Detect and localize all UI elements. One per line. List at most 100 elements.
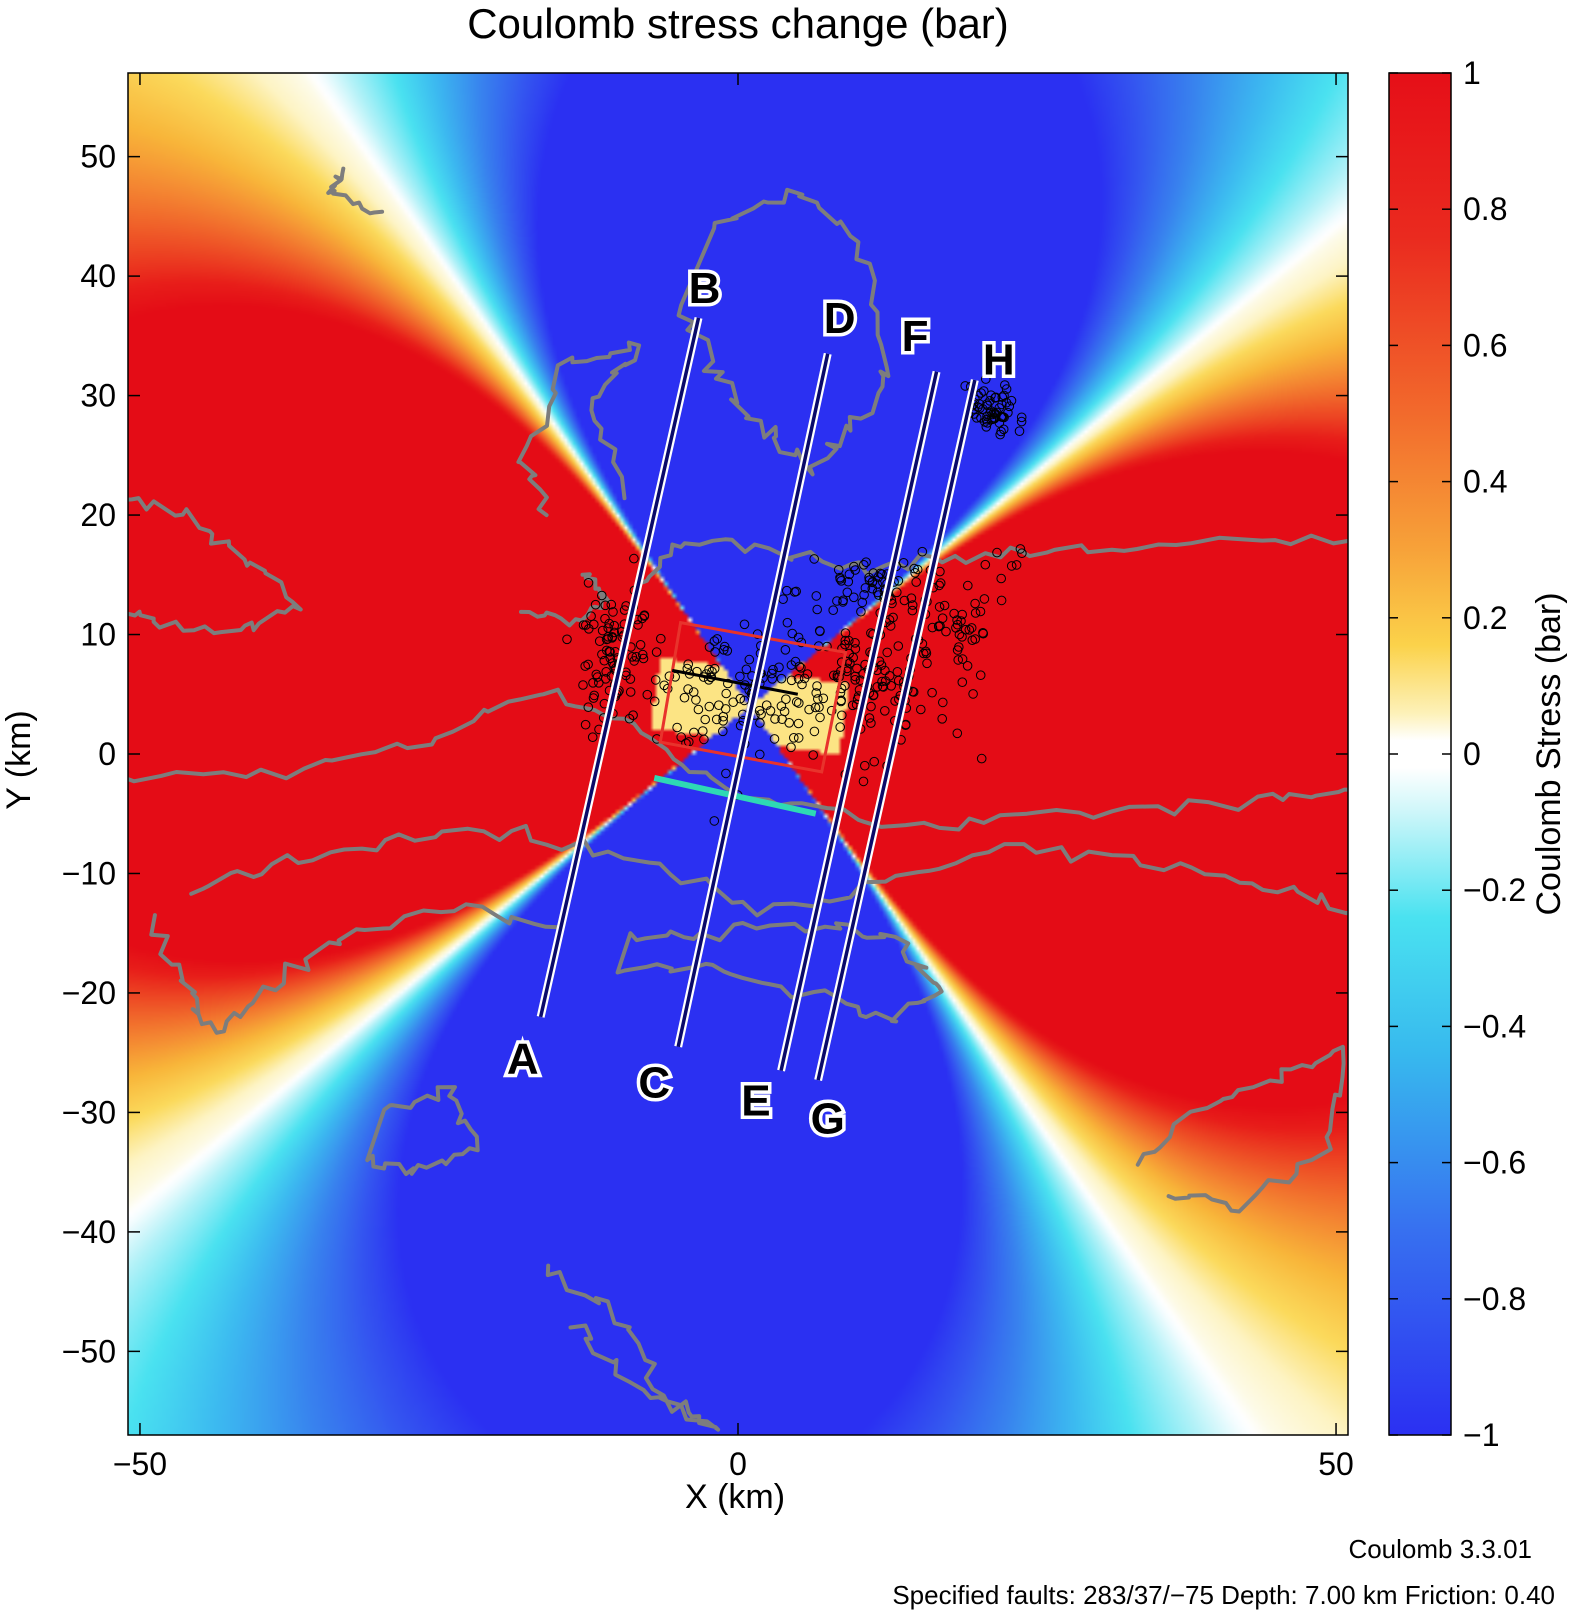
aftershock-point [868, 690, 879, 701]
aftershock-point [774, 662, 784, 673]
aftershock-point [978, 628, 989, 639]
aftershock-point [704, 701, 715, 712]
aftershock-point [968, 689, 978, 699]
aftershock-point [609, 627, 620, 638]
aftershock-point [859, 590, 869, 600]
profile-label-B: B [689, 264, 721, 313]
aftershock-point [637, 613, 648, 624]
aftershock-point [709, 663, 720, 674]
aftershock-point [927, 622, 938, 633]
aftershock-point [872, 682, 883, 692]
aftershock-point [683, 684, 693, 694]
aftershock-point [937, 714, 948, 724]
coastline-south-island [615, 921, 944, 1024]
aftershock-point [782, 585, 792, 596]
aftershock-point [976, 388, 986, 398]
aftershock-point [976, 753, 987, 764]
aftershock-point [892, 667, 903, 677]
aftershock-point [966, 623, 977, 633]
aftershock-point [809, 726, 820, 737]
aftershock-point [815, 712, 825, 723]
aftershock-point [756, 709, 766, 720]
profile-labels: A B C D E F G H [503, 261, 1018, 1147]
aftershock-point [735, 671, 745, 682]
aftershock-point [691, 695, 701, 705]
aftershock-point [609, 620, 620, 631]
aftershock-point [709, 636, 720, 646]
profile-label-C: C [638, 1059, 670, 1108]
aftershock-point [597, 590, 607, 601]
coastlines [128, 166, 1348, 1432]
aftershock-point [957, 632, 967, 642]
aftershock-point [797, 679, 807, 690]
aftershock-point [921, 648, 932, 659]
aftershock-point [580, 719, 591, 730]
aftershock-point [601, 634, 612, 645]
aftershock-point [917, 546, 928, 557]
y-tick-label: −30 [62, 1094, 116, 1130]
aftershock-point [794, 698, 804, 708]
model-parameters: Specified faults: 283/37/−75 Depth: 7.00… [892, 1580, 1555, 1610]
fault-depth-trace [671, 668, 799, 696]
aftershock-point [985, 396, 995, 406]
aftershock-point [786, 742, 796, 753]
profile-label-E: E [741, 1076, 770, 1125]
aftershock-point [842, 587, 853, 598]
aftershock-point [1011, 560, 1022, 570]
program-version: Coulomb 3.3.01 [1348, 1534, 1532, 1564]
aftershock-point [605, 653, 616, 664]
aftershock-point [912, 564, 923, 575]
aftershock-point [719, 645, 729, 655]
aftershock-point [996, 595, 1007, 606]
aftershock-point [1016, 416, 1027, 427]
aftershock-point [768, 664, 778, 675]
aftershock-point [847, 700, 858, 711]
aftershock-point [859, 560, 869, 570]
aftershock-point [835, 574, 846, 584]
aftershock-point [981, 422, 992, 432]
aftershock-point [810, 702, 821, 713]
x-axis-label: X (km) [685, 1478, 785, 1516]
aftershock-point [869, 756, 880, 767]
aftershock-point [590, 599, 601, 610]
aftershock-point [877, 569, 887, 580]
profile-line-EF [779, 371, 939, 1071]
aftershock-point [996, 411, 1007, 422]
aftershock-point [721, 768, 731, 779]
aftershock-point [583, 702, 594, 713]
aftershock-point [808, 750, 819, 760]
aftershock-point [858, 776, 869, 787]
aftershock-point [601, 667, 612, 677]
aftershock-point [1006, 561, 1017, 571]
aftershock-point [835, 722, 846, 732]
aftershock-point [755, 749, 765, 760]
aftershock-point [880, 706, 890, 716]
aftershock-point [995, 429, 1006, 440]
aftershock-point [635, 640, 646, 650]
aftershock-point [676, 732, 687, 742]
aftershock-point [752, 629, 763, 639]
aftershock-point [1001, 384, 1012, 394]
aftershock-point [587, 732, 598, 743]
aftershock-point [906, 593, 917, 604]
aftershock-point [793, 718, 804, 729]
aftershock-point [856, 606, 866, 617]
aftershock-point [852, 663, 862, 674]
aftershock-point [631, 652, 642, 662]
aftershock-point [597, 649, 607, 660]
aftershock-point [793, 733, 804, 743]
y-tick-label: 30 [80, 378, 116, 414]
aftershock-point [860, 583, 871, 593]
aftershock-point [882, 647, 893, 658]
profile-label-G: G [811, 1094, 845, 1143]
aftershock-point [911, 577, 922, 587]
aftershock-point [649, 696, 660, 707]
aftershock-point [909, 563, 920, 574]
coastline-small-island-south [365, 1085, 480, 1176]
aftershock-point [954, 629, 965, 640]
aftershock-point [908, 687, 919, 697]
x-tick-label: 50 [1318, 1446, 1354, 1482]
aftershock-point [899, 595, 910, 606]
